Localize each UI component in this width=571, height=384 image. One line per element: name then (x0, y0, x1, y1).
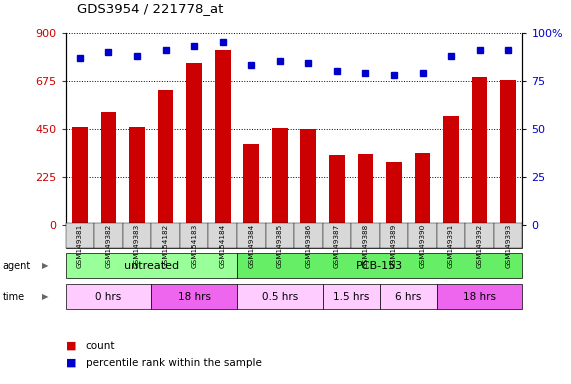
Text: GSM149384: GSM149384 (248, 224, 254, 268)
Text: GSM149389: GSM149389 (391, 224, 397, 268)
Text: ■: ■ (66, 358, 76, 368)
Bar (329, 155, 345, 225)
Text: ▶: ▶ (42, 262, 48, 270)
Text: GSM149386: GSM149386 (305, 224, 311, 268)
Text: GSM149381: GSM149381 (77, 224, 83, 268)
Text: agent: agent (3, 261, 31, 271)
Bar (386, 162, 402, 225)
Text: 0 hrs: 0 hrs (95, 291, 122, 302)
Bar (300, 129, 316, 225)
Bar (72, 126, 88, 225)
Text: GDS3954 / 221778_at: GDS3954 / 221778_at (77, 2, 223, 15)
Text: count: count (86, 341, 115, 351)
Text: 18 hrs: 18 hrs (178, 291, 211, 302)
Bar (100, 112, 116, 225)
Text: GSM149392: GSM149392 (477, 224, 482, 268)
Text: time: time (3, 291, 25, 302)
Text: 6 hrs: 6 hrs (395, 291, 421, 302)
Text: PCB-153: PCB-153 (356, 261, 403, 271)
Text: 1.5 hrs: 1.5 hrs (333, 291, 369, 302)
Text: GSM149383: GSM149383 (134, 224, 140, 268)
Bar (357, 154, 373, 225)
Text: GSM154184: GSM154184 (220, 224, 226, 268)
Text: GSM154183: GSM154183 (191, 224, 197, 268)
Text: GSM149388: GSM149388 (363, 224, 368, 268)
Bar (443, 116, 459, 225)
Bar (472, 78, 488, 225)
Text: GSM149385: GSM149385 (277, 224, 283, 268)
Bar (215, 50, 231, 225)
Text: 18 hrs: 18 hrs (463, 291, 496, 302)
Bar (243, 144, 259, 225)
Text: GSM154182: GSM154182 (163, 224, 168, 268)
Text: 0.5 hrs: 0.5 hrs (262, 291, 298, 302)
Text: GSM149390: GSM149390 (420, 224, 425, 268)
Bar (129, 126, 145, 225)
Bar (158, 90, 174, 225)
Bar (272, 127, 288, 225)
Text: GSM149391: GSM149391 (448, 224, 454, 268)
Text: GSM149382: GSM149382 (106, 224, 111, 268)
Text: GSM149387: GSM149387 (334, 224, 340, 268)
Text: GSM149393: GSM149393 (505, 224, 511, 268)
Text: untreated: untreated (124, 261, 179, 271)
Text: percentile rank within the sample: percentile rank within the sample (86, 358, 262, 368)
Bar (186, 63, 202, 225)
Bar (500, 79, 516, 225)
Text: ■: ■ (66, 341, 76, 351)
Text: ▶: ▶ (42, 292, 48, 301)
Bar (415, 153, 431, 225)
